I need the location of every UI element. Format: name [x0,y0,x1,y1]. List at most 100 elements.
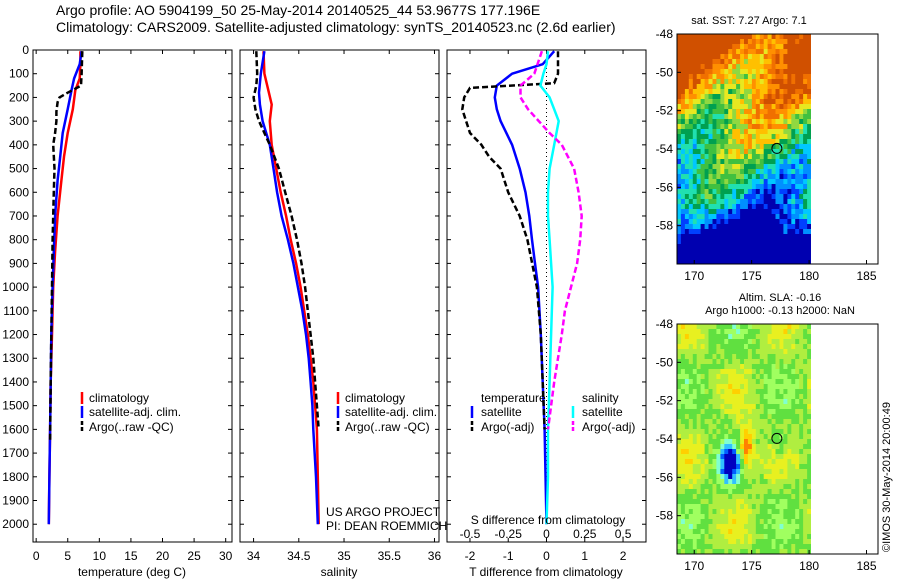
heatmap-cell [787,519,792,525]
heatmap-cell [696,419,702,425]
heatmap-cell [708,79,713,85]
heatmap-cell [724,114,729,120]
heatmap-cell [684,514,690,520]
heatmap-cell [740,399,745,405]
heatmap-cell [708,44,713,50]
heatmap-cell [783,459,788,465]
heatmap-cell [795,179,800,185]
heatmap-cell [680,434,686,440]
heatmap-cell [724,324,729,330]
heatmap-cell [720,209,725,215]
heatmap-cell [740,534,745,540]
heatmap-cell [747,114,753,120]
heatmap-cell [708,469,713,475]
heatmap-cell [767,139,773,145]
heatmap-cell [803,534,808,540]
heatmap-cell [744,114,749,120]
heatmap-cell [791,179,796,185]
heatmap-cell [740,204,745,210]
heatmap-cell [763,499,769,505]
heatmap-cell [795,544,800,550]
heatmap-cell [759,114,765,120]
heatmap-cell [696,429,702,435]
heatmap-cell [728,439,733,445]
heatmap-cell [795,484,800,490]
heatmap-cell [688,64,694,70]
heatmap-cell [747,544,753,550]
heatmap-cell [724,119,729,125]
heatmap-cell [744,249,749,255]
difference-plot: -2 -1 0 1 2-0.5 -0.25 0 0.25 0.5 [447,49,646,563]
heatmap-cell [740,389,745,395]
heatmap-cell [677,144,682,150]
heatmap-cell [755,204,761,210]
heatmap-cell [775,544,780,550]
heatmap-cell [708,429,713,435]
heatmap-cell [684,69,690,75]
heatmap-cell [787,494,792,500]
heatmap-cell [787,244,792,250]
heatmap-cell [704,49,710,55]
heatmap-cell [692,439,698,445]
heatmap-cell [767,84,773,90]
heatmap-cell [728,544,733,550]
heatmap-cell [684,224,690,230]
heatmap-cell [787,479,792,485]
heatmap-cell [732,74,737,80]
heatmap-cell [759,74,765,80]
heatmap-cell [771,109,777,115]
heatmap-cell [759,94,765,100]
heatmap-cell [791,464,796,470]
heatmap-cell [779,259,784,264]
heatmap-cell [736,44,741,50]
heatmap-cell [771,539,777,545]
heatmap-cell [767,329,773,335]
heatmap-cell [720,334,725,340]
heatmap-cell [803,499,808,505]
heatmap-cell [803,509,808,515]
heatmap-cell [680,394,686,400]
heatmap-cell [783,49,788,55]
heatmap-cell [795,414,800,420]
heatmap-cell [728,399,733,405]
heatmap-cell [732,349,737,355]
heatmap-cell [688,229,694,235]
heatmap-cell [747,394,753,400]
heatmap-cell [692,404,698,410]
heatmap-cell [704,59,710,65]
heatmap-cell [767,459,773,465]
heatmap-cell [787,209,792,215]
heatmap-cell [712,219,717,225]
depth-tick-label: 900 [9,256,29,270]
heatmap-cell [747,334,753,340]
heatmap-cell [759,99,765,105]
heatmap-cell [677,194,682,200]
heatmap-cell [799,214,804,220]
heatmap-cell [759,424,765,430]
heatmap-cell [775,439,780,445]
heatmap-cell [787,109,792,115]
heatmap-cell [783,484,788,490]
heatmap-cell [744,179,749,185]
heatmap-cell [783,519,788,525]
heatmap-cell [807,414,811,420]
heatmap-cell [708,104,713,110]
heatmap-cell [783,154,788,160]
heatmap-cell [736,139,741,145]
heatmap-cell [751,519,757,525]
heatmap-cell [807,354,811,360]
heatmap-cell [787,229,792,235]
map-x-tick-label: 185 [856,559,876,573]
heatmap-cell [763,179,769,185]
heatmap-cell [747,339,753,345]
heatmap-cell [787,459,792,465]
heatmap-cell [807,159,811,165]
heatmap-cell [779,484,784,490]
heatmap-cell [696,514,702,520]
heatmap-cell [700,449,706,455]
heatmap-cell [751,349,757,355]
heatmap-cell [696,459,702,465]
heatmap-cell [744,89,749,95]
heatmap-cell [716,224,721,230]
heatmap-cell [795,239,800,245]
